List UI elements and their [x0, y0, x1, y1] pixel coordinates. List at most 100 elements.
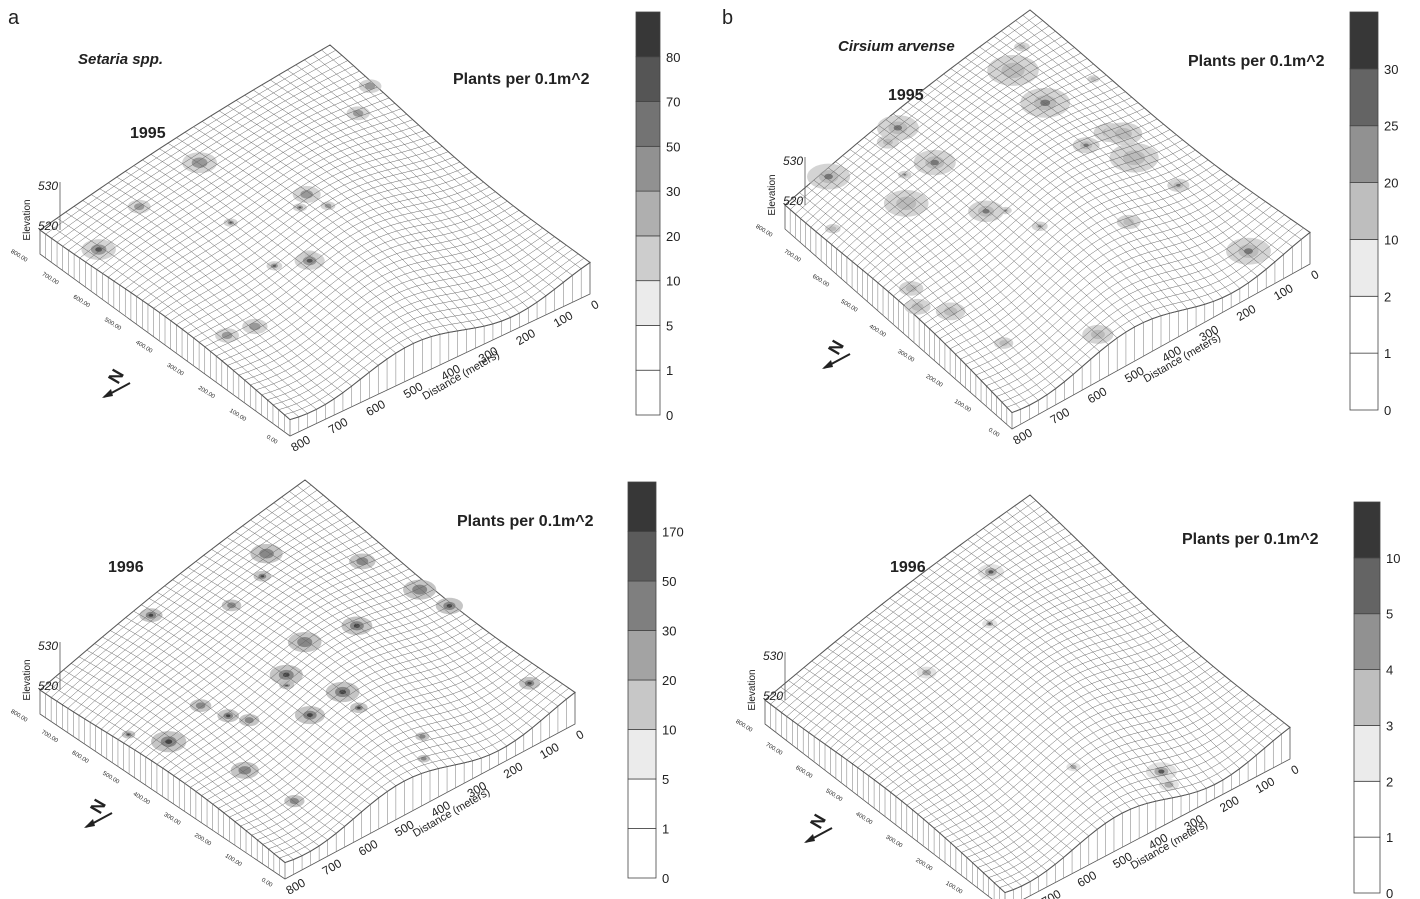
legend-level: 0 — [1386, 886, 1393, 899]
legend-swatch — [1354, 614, 1380, 670]
legend-level: 30 — [1384, 62, 1398, 77]
legend-level: 0 — [1384, 403, 1391, 418]
distance-tick: 100 — [551, 308, 576, 330]
legend-swatch — [636, 370, 660, 415]
legend-level: 4 — [1386, 663, 1393, 678]
side-tick: 700.00 — [41, 272, 60, 287]
density-core — [325, 204, 332, 208]
legend-level: 10 — [662, 723, 676, 738]
legend-swatch — [1350, 353, 1378, 410]
elevation-tick: 530 — [38, 179, 58, 193]
density-core — [944, 307, 957, 316]
legend-level: 50 — [666, 139, 680, 154]
density-peak — [165, 739, 172, 744]
density-core — [245, 717, 254, 723]
side-tick: 600.00 — [71, 750, 90, 765]
elevation-label: Elevation — [767, 174, 778, 215]
legend-level: 3 — [1386, 718, 1393, 733]
north-arrowhead — [804, 834, 815, 843]
legend-swatch — [636, 102, 660, 147]
side-tick: 600.00 — [811, 274, 830, 289]
legend-swatch — [636, 325, 660, 370]
distance-tick: 600 — [364, 397, 389, 419]
density-peak — [903, 174, 906, 176]
north-label: N — [824, 337, 848, 358]
legend-level: 20 — [1384, 176, 1398, 191]
north-arrowhead — [84, 819, 95, 828]
legend-swatch — [628, 730, 656, 780]
side-tick: 300.00 — [166, 363, 185, 378]
legend-title: Plants per 0.1m^2 — [457, 513, 594, 530]
density-core — [192, 157, 208, 167]
legend-swatch — [628, 779, 656, 829]
legend-swatch — [1354, 670, 1380, 726]
elevation-tick: 520 — [38, 219, 58, 233]
distance-tick: 200 — [1217, 793, 1242, 815]
side-tick: 600.00 — [794, 765, 813, 780]
density-core — [912, 303, 924, 311]
side-tick: 700.00 — [764, 742, 783, 757]
side-tick: 200.00 — [197, 385, 216, 400]
side-tick: 400.00 — [132, 791, 151, 806]
surface — [40, 45, 590, 420]
side-tick: 100.00 — [224, 853, 243, 868]
species-label: Setaria spp. — [78, 51, 163, 68]
panel: aSetaria spp.1995Plants per 0.1m^2Elevat… — [8, 7, 680, 455]
distance-tick: 200 — [501, 759, 526, 781]
distance-tick: 0 — [1309, 267, 1322, 283]
legend-level: 170 — [662, 525, 684, 540]
side-tick: 500.00 — [824, 788, 843, 803]
density-peak — [1158, 770, 1164, 774]
surface — [765, 495, 1290, 893]
north-arrowhead — [822, 360, 833, 369]
legend-swatch — [1350, 183, 1378, 240]
side-tick: 200.00 — [925, 374, 944, 389]
legend-level: 30 — [662, 624, 676, 639]
side-tick: 100.00 — [944, 881, 963, 896]
legend-level: 1 — [662, 822, 669, 837]
distance-tick: 600 — [1075, 868, 1100, 890]
distance-tick: 0 — [1289, 762, 1302, 778]
side-tick: 800.00 — [734, 719, 753, 734]
side-tick: 600.00 — [72, 294, 91, 309]
legend-swatch — [1354, 725, 1380, 781]
distance-tick: 700 — [320, 856, 345, 878]
side-tick: 0.00 — [987, 427, 1001, 439]
density-peak — [226, 714, 230, 717]
elevation-tick: 530 — [38, 639, 58, 653]
legend-swatch — [636, 236, 660, 281]
distance-tick: 600 — [356, 837, 381, 859]
legend-level: 70 — [666, 95, 680, 110]
legend-level: 30 — [666, 184, 680, 199]
legend-swatch — [1350, 239, 1378, 296]
distance-tick: 800 — [1011, 425, 1036, 447]
side-tick: 700.00 — [783, 249, 802, 264]
north-label: N — [86, 796, 110, 817]
legend-level: 50 — [662, 574, 676, 589]
legend-swatch — [628, 482, 656, 532]
legend-level: 10 — [1384, 232, 1398, 247]
density-peak — [299, 207, 302, 209]
elevation-tick: 530 — [783, 154, 803, 168]
side-tick: 500.00 — [101, 771, 120, 786]
distance-tick: 800 — [289, 432, 314, 454]
side-tick: 800.00 — [9, 249, 28, 264]
elevation-label: Elevation — [22, 659, 33, 700]
legend-level: 5 — [662, 772, 669, 787]
density-core — [1115, 128, 1132, 139]
side-tick: 100.00 — [953, 399, 972, 414]
species-label: Cirsium arvense — [838, 38, 955, 55]
distance-tick: 100 — [1253, 774, 1278, 796]
side-tick: 400.00 — [868, 324, 887, 339]
legend-level: 1 — [1386, 830, 1393, 845]
legend-level: 25 — [1384, 119, 1398, 134]
distance-tick: 500 — [401, 379, 426, 401]
legend-swatch — [1350, 296, 1378, 353]
side-tick: 300.00 — [896, 349, 915, 364]
legend-level: 10 — [1386, 551, 1400, 566]
north-arrowhead — [102, 389, 113, 398]
north-label: N — [104, 366, 128, 387]
legend-swatch — [636, 12, 660, 57]
